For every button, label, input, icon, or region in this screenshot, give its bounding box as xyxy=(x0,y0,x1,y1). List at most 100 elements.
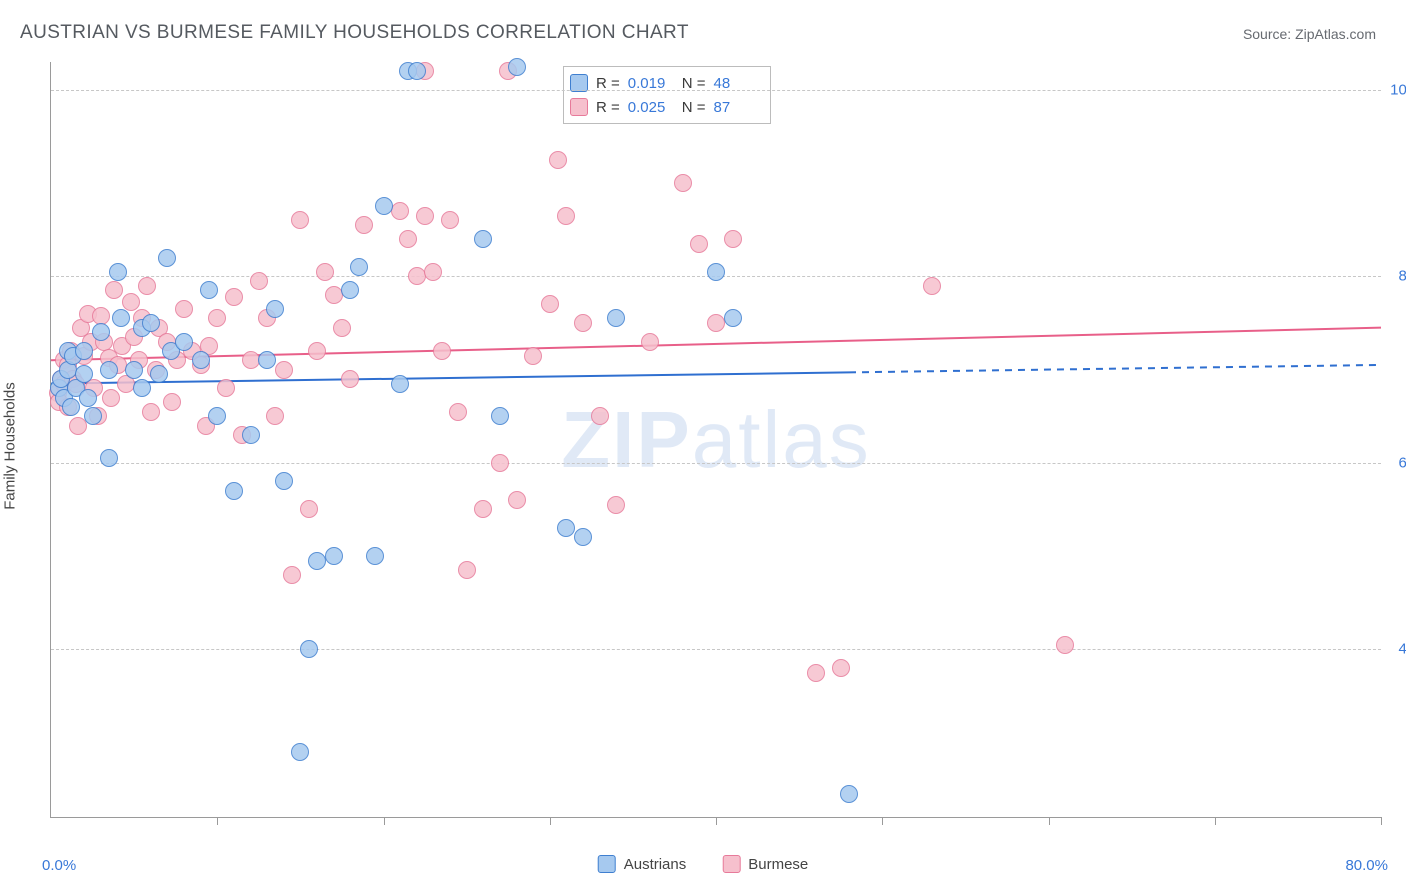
scatter-point xyxy=(158,249,176,267)
scatter-point xyxy=(275,472,293,490)
legend-label-austrians: Austrians xyxy=(624,856,687,873)
scatter-point xyxy=(458,561,476,579)
scatter-point xyxy=(508,491,526,509)
scatter-point xyxy=(300,500,318,518)
scatter-point xyxy=(391,202,409,220)
scatter-point xyxy=(375,197,393,215)
scatter-point xyxy=(574,314,592,332)
scatter-point xyxy=(200,281,218,299)
scatter-point xyxy=(524,347,542,365)
x-tick xyxy=(716,817,717,825)
legend-swatch-austrians xyxy=(598,855,616,873)
scatter-point xyxy=(92,323,110,341)
x-tick xyxy=(1049,817,1050,825)
scatter-point xyxy=(150,365,168,383)
y-axis-label: Family Households xyxy=(2,382,19,510)
gridline-h xyxy=(51,463,1381,464)
x-tick xyxy=(550,817,551,825)
scatter-point xyxy=(109,263,127,281)
x-tick xyxy=(384,817,385,825)
stat-r-label: R = xyxy=(596,75,620,92)
scatter-point xyxy=(607,309,625,327)
scatter-point xyxy=(391,375,409,393)
scatter-point xyxy=(408,267,426,285)
scatter-point xyxy=(283,566,301,584)
scatter-point xyxy=(291,211,309,229)
scatter-point xyxy=(138,277,156,295)
y-tick-label: 80.0% xyxy=(1386,268,1406,285)
scatter-point xyxy=(491,454,509,472)
scatter-point xyxy=(549,151,567,169)
scatter-point xyxy=(433,342,451,360)
scatter-point xyxy=(449,403,467,421)
scatter-point xyxy=(208,309,226,327)
gridline-h xyxy=(51,649,1381,650)
scatter-point xyxy=(225,482,243,500)
plot-area: ZIPatlas R = 0.019 N = 48 R = 0.025 N = … xyxy=(50,62,1381,818)
legend-item-austrians: Austrians xyxy=(598,855,687,873)
scatter-point xyxy=(832,659,850,677)
chart-container: AUSTRIAN VS BURMESE FAMILY HOUSEHOLDS CO… xyxy=(0,0,1406,892)
scatter-point xyxy=(75,365,93,383)
scatter-point xyxy=(100,449,118,467)
scatter-point xyxy=(325,286,343,304)
x-axis-max-label: 80.0% xyxy=(1345,857,1388,874)
scatter-point xyxy=(441,211,459,229)
x-axis-min-label: 0.0% xyxy=(42,857,76,874)
scatter-point xyxy=(92,307,110,325)
scatter-point xyxy=(62,398,80,416)
scatter-point xyxy=(75,342,93,360)
scatter-point xyxy=(84,407,102,425)
scatter-point xyxy=(163,393,181,411)
scatter-point xyxy=(333,319,351,337)
scatter-point xyxy=(242,426,260,444)
scatter-point xyxy=(690,235,708,253)
scatter-point xyxy=(105,281,123,299)
y-tick-label: 40.0% xyxy=(1386,641,1406,658)
scatter-point xyxy=(308,342,326,360)
scatter-point xyxy=(724,309,742,327)
scatter-point xyxy=(175,333,193,351)
legend-swatch-burmese xyxy=(722,855,740,873)
scatter-point xyxy=(591,407,609,425)
scatter-point xyxy=(225,288,243,306)
x-tick xyxy=(217,817,218,825)
legend-label-burmese: Burmese xyxy=(748,856,808,873)
scatter-point xyxy=(316,263,334,281)
scatter-point xyxy=(557,519,575,537)
scatter-point xyxy=(175,300,193,318)
scatter-point xyxy=(424,263,442,281)
bottom-legend: Austrians Burmese xyxy=(598,855,809,873)
y-tick-label: 60.0% xyxy=(1386,454,1406,471)
scatter-point xyxy=(416,207,434,225)
scatter-point xyxy=(291,743,309,761)
scatter-point xyxy=(258,351,276,369)
scatter-point xyxy=(350,258,368,276)
stat-r-value-burmese: 0.025 xyxy=(628,99,674,116)
stat-n-label: N = xyxy=(682,75,706,92)
scatter-point xyxy=(250,272,268,290)
scatter-point xyxy=(142,403,160,421)
stat-n-label: N = xyxy=(682,99,706,116)
scatter-point xyxy=(341,281,359,299)
stat-r-value-austrians: 0.019 xyxy=(628,75,674,92)
scatter-point xyxy=(102,389,120,407)
scatter-point xyxy=(266,300,284,318)
scatter-point xyxy=(674,174,692,192)
stats-row-austrians: R = 0.019 N = 48 xyxy=(570,71,760,95)
scatter-point xyxy=(100,361,118,379)
scatter-point xyxy=(408,62,426,80)
scatter-point xyxy=(125,361,143,379)
scatter-point xyxy=(308,552,326,570)
scatter-point xyxy=(217,379,235,397)
chart-title: AUSTRIAN VS BURMESE FAMILY HOUSEHOLDS CO… xyxy=(20,22,689,44)
scatter-point xyxy=(607,496,625,514)
scatter-point xyxy=(122,293,140,311)
stat-n-value-burmese: 87 xyxy=(714,99,760,116)
scatter-point xyxy=(208,407,226,425)
stat-r-label: R = xyxy=(596,99,620,116)
scatter-point xyxy=(557,207,575,225)
scatter-point xyxy=(133,379,151,397)
x-tick xyxy=(1381,817,1382,825)
scatter-point xyxy=(366,547,384,565)
